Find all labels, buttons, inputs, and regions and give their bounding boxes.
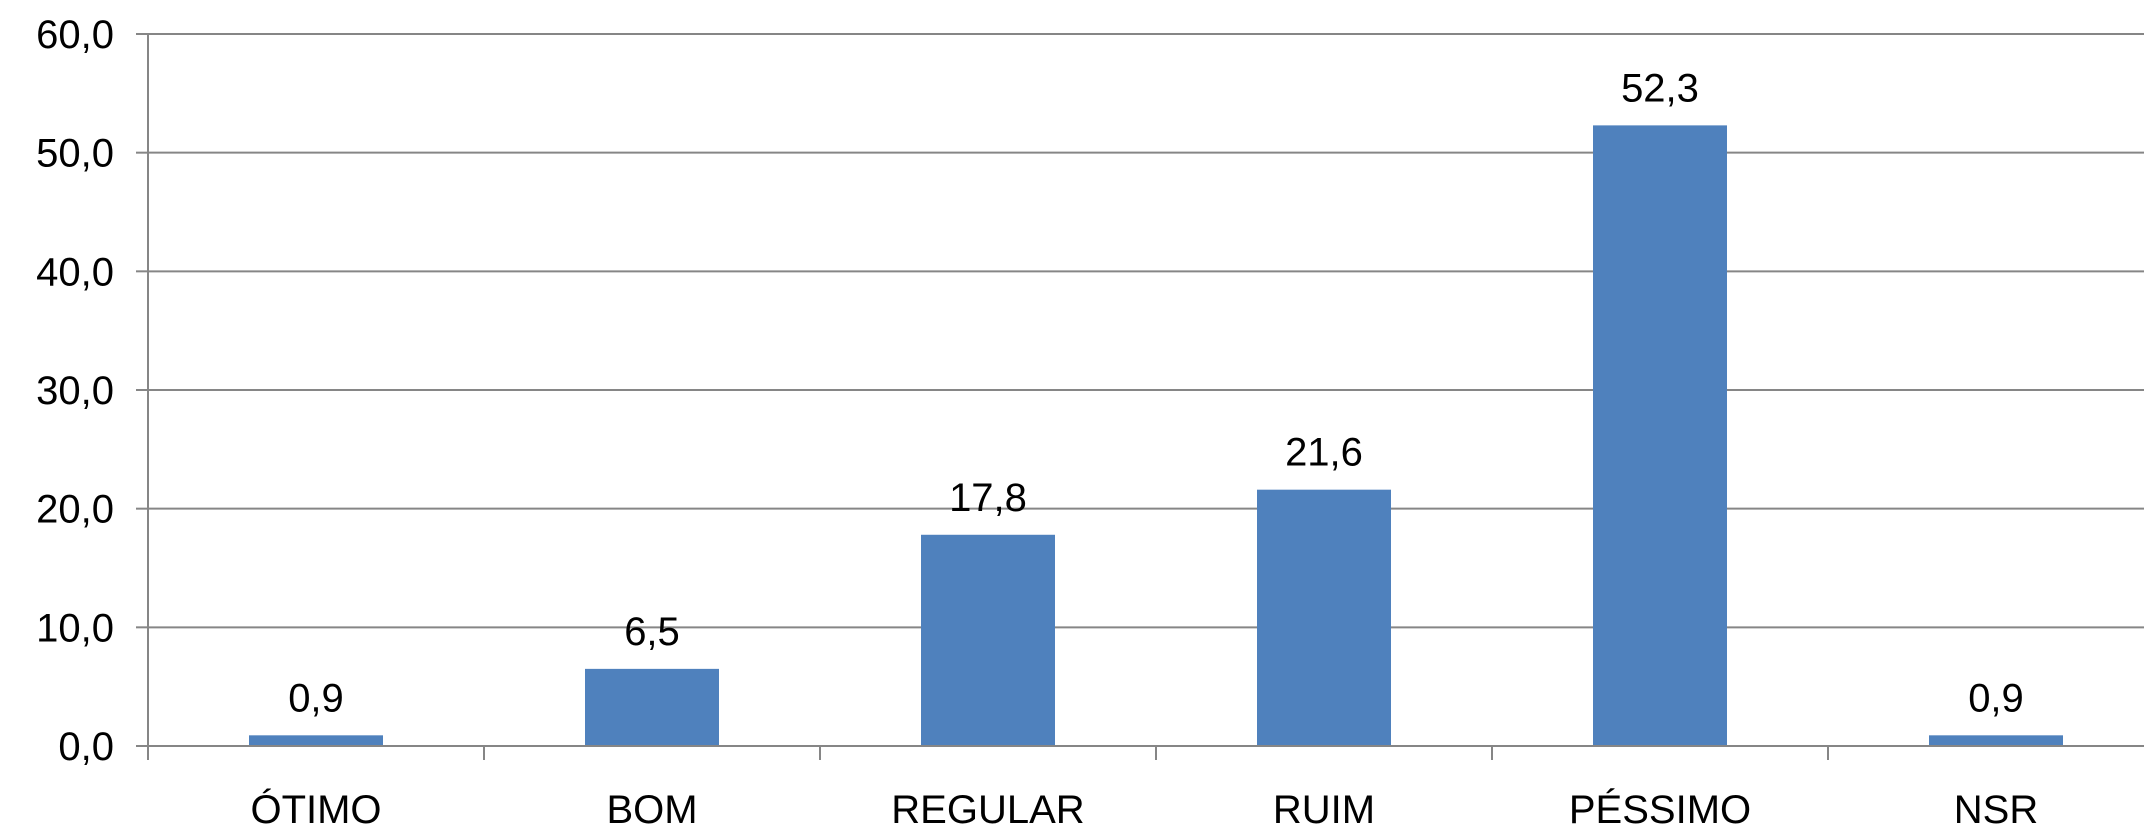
bars	[249, 125, 2063, 746]
data-labels: 0,9 6,5 17,8 21,6 52,3 0,9	[288, 66, 2024, 720]
bar-5	[1929, 735, 2063, 746]
bar-3	[1257, 489, 1391, 746]
y-tick-label: 0,0	[58, 725, 114, 769]
y-tick-label: 20,0	[36, 488, 114, 532]
x-axis-tick-labels: ÓTIMO BOM REGULAR RUIM PÉSSIMO NSR	[250, 787, 2038, 831]
bar-0	[249, 735, 383, 746]
y-axis-tick-labels: 0,0 10,0 20,0 30,0 40,0 50,0 60,0	[36, 13, 114, 769]
axes	[136, 33, 2144, 760]
bar-4	[1593, 125, 1727, 746]
x-tick-label: PÉSSIMO	[1569, 787, 1751, 826]
y-tick-label: 40,0	[36, 250, 114, 294]
x-tick-label: BOM	[606, 788, 697, 826]
x-tick-label: RUIM	[1273, 788, 1375, 826]
data-label: 6,5	[624, 610, 680, 654]
data-label: 0,9	[1968, 676, 2024, 720]
x-tick-label: NSR	[1954, 788, 2038, 826]
data-label: 21,6	[1285, 431, 1363, 475]
x-tick-label: REGULAR	[891, 788, 1084, 826]
gridlines	[148, 33, 2144, 629]
data-label: 17,8	[949, 476, 1027, 520]
y-tick-label: 60,0	[36, 13, 114, 57]
data-label: 52,3	[1621, 66, 1699, 110]
y-tick-label: 50,0	[36, 132, 114, 176]
bar-2	[921, 534, 1055, 746]
data-label: 0,9	[288, 676, 344, 720]
x-tick-label: ÓTIMO	[250, 787, 381, 826]
y-tick-label: 30,0	[36, 369, 114, 413]
bar-1	[585, 668, 719, 746]
y-tick-label: 10,0	[36, 606, 114, 650]
